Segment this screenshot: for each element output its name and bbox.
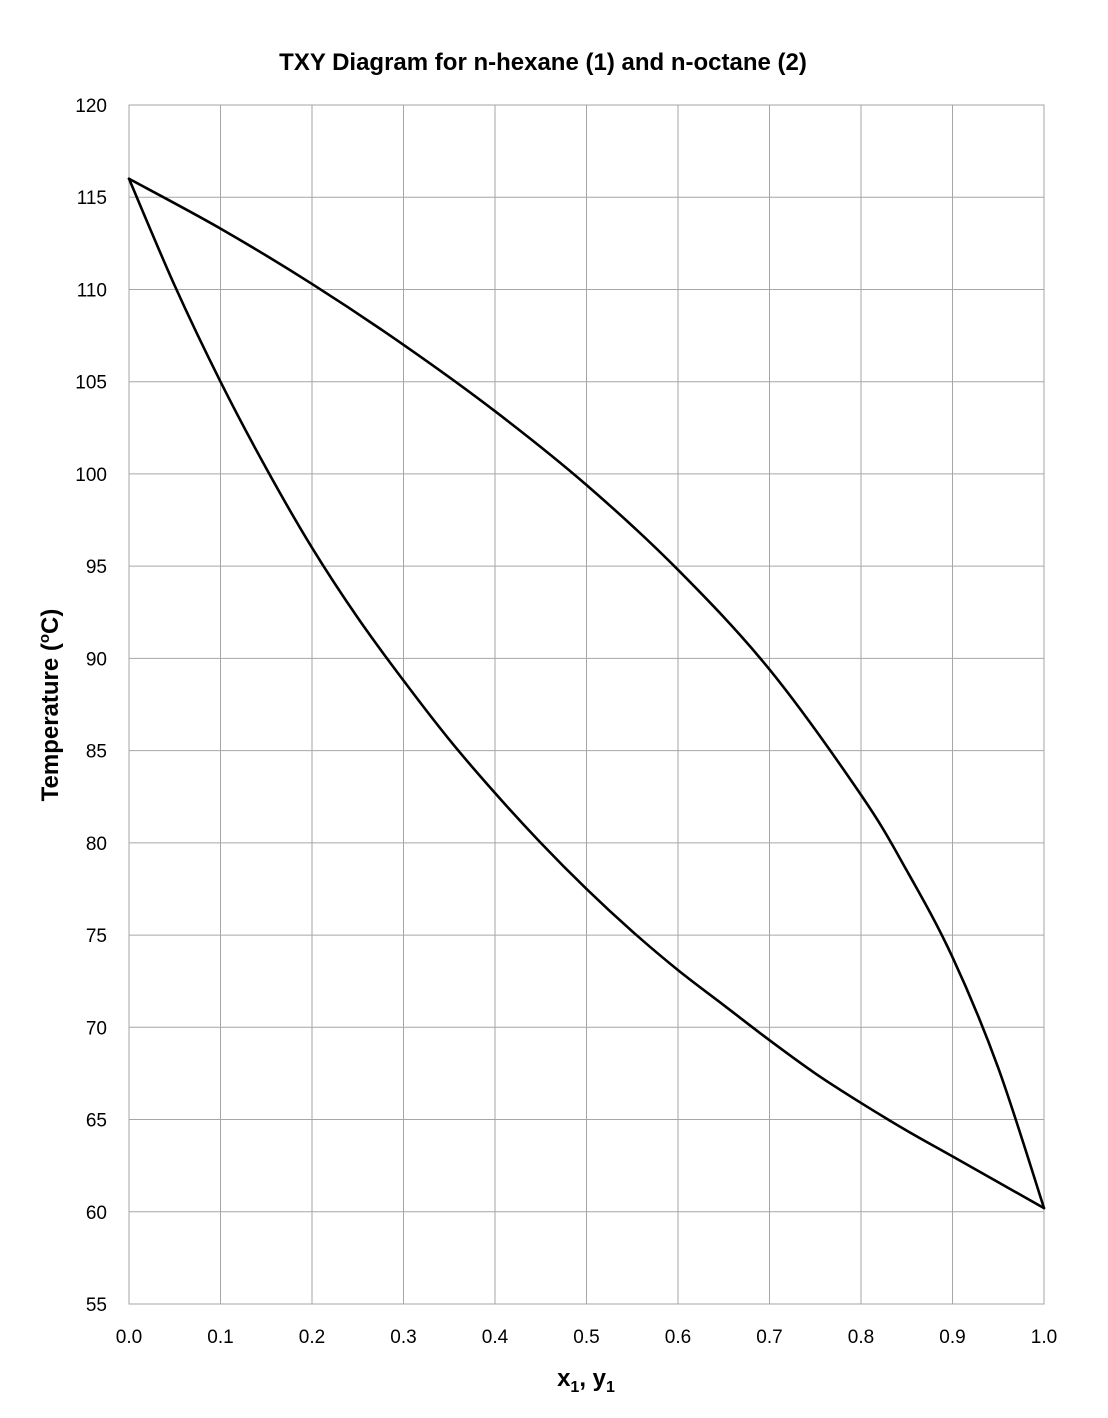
y-tick-label: 60 — [86, 1203, 107, 1224]
x-axis-title-subscript: 1 — [570, 1379, 579, 1396]
y-tick-label: 100 — [75, 465, 107, 486]
y-tick-label: 80 — [86, 834, 107, 855]
x-tick-label: 0.6 — [665, 1327, 691, 1348]
bubble-point-curve — [127, 177, 1046, 1210]
x-tick-label: 1.0 — [1031, 1327, 1057, 1348]
y-tick-label: 120 — [75, 96, 107, 117]
x-tick-label: 0.4 — [482, 1327, 509, 1348]
y-tick-label: 90 — [86, 649, 107, 670]
series-group — [127, 177, 1046, 1210]
y-axis-title-pre: Temperature ( — [37, 643, 64, 801]
x-tick-label: 0.7 — [756, 1327, 782, 1348]
y-tick-label: 65 — [86, 1111, 107, 1132]
x-tick-label: 0.8 — [848, 1327, 874, 1348]
y-tick-label: 55 — [86, 1295, 107, 1316]
x-tick-label: 0.5 — [573, 1327, 599, 1348]
y-tick-label: 105 — [75, 373, 107, 394]
y-tick-label: 85 — [86, 742, 107, 763]
x-axis-title-separator: , — [579, 1365, 592, 1392]
x-tick-label: 0.9 — [939, 1327, 965, 1348]
dew-point-curve — [127, 177, 1046, 1210]
x-tick-label: 0.2 — [299, 1327, 325, 1348]
y-tick-label: 95 — [86, 557, 107, 578]
y-axis-title-post: C) — [37, 609, 64, 634]
chart-title: TXY Diagram for n-hexane (1) and n-octan… — [279, 49, 807, 76]
tick-labels: 0.0 0.1 0.2 0.3 0.4 0.5 0.6 0.7 0.8 0.9 1.0 55 60 65 7… — [75, 96, 1057, 1348]
x-tick-label: 0.1 — [207, 1327, 233, 1348]
x-tick-label: 0.3 — [390, 1327, 416, 1348]
y-tick-label: 75 — [86, 926, 107, 947]
x-tick-label: 0.0 — [116, 1327, 142, 1348]
y-tick-label: 115 — [77, 188, 107, 209]
y-tick-label: 110 — [77, 280, 107, 301]
x-axis-title-base: x — [557, 1365, 571, 1392]
x-axis-title-base2: y — [593, 1365, 607, 1392]
y-tick-label: 70 — [86, 1018, 107, 1039]
y-axis-title-superscript: o — [36, 634, 53, 643]
x-axis-title: x1, y1 — [557, 1365, 615, 1396]
grid — [128, 104, 1045, 1305]
plot-area-frame — [128, 104, 1045, 1305]
x-axis-title-subscript2: 1 — [606, 1379, 615, 1396]
y-axis-title: Temperature (oC) — [36, 609, 64, 802]
